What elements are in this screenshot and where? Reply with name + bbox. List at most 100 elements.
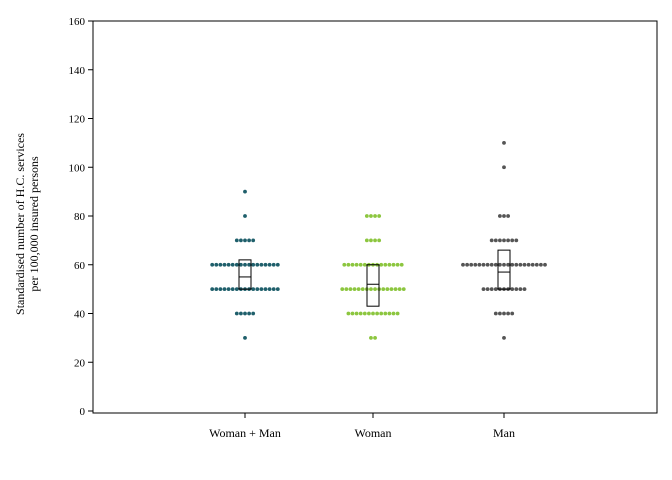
data-point [275, 287, 280, 292]
data-point [502, 262, 506, 267]
data-marks [210, 140, 547, 340]
data-point [395, 311, 400, 316]
data-point [234, 287, 239, 292]
data-point [383, 311, 388, 316]
data-point [493, 311, 498, 316]
data-point [239, 238, 243, 243]
data-point [373, 335, 377, 340]
data-point [275, 262, 280, 267]
data-point [226, 287, 231, 292]
data-point [377, 214, 382, 218]
iqr-box [366, 264, 380, 307]
x-category-label: Woman [354, 426, 391, 440]
x-axis: Woman + Man Woman Man [209, 413, 515, 440]
data-point [502, 140, 506, 145]
data-point [481, 262, 486, 267]
data-point [364, 238, 369, 243]
y-tick-label: 120 [69, 114, 86, 126]
data-point [489, 287, 494, 292]
data-point [251, 238, 256, 243]
data-point [534, 262, 539, 267]
data-point [255, 262, 260, 267]
data-point [469, 262, 474, 267]
x-category-label: Man [493, 426, 515, 440]
y-tick-label: 40 [74, 309, 86, 321]
data-point [502, 238, 506, 243]
data-point [493, 262, 498, 267]
y-tick-label: 60 [74, 260, 86, 272]
series-group [340, 214, 406, 340]
data-point [522, 262, 527, 267]
data-point [230, 262, 235, 267]
data-point [373, 287, 377, 292]
data-point [222, 287, 227, 292]
data-point [239, 311, 243, 316]
data-point [360, 287, 365, 292]
data-point [373, 214, 377, 218]
data-point [259, 287, 264, 292]
data-point [271, 287, 276, 292]
data-point [514, 287, 519, 292]
data-point [510, 311, 515, 316]
data-point [502, 311, 506, 316]
data-point [522, 287, 527, 292]
data-point [518, 287, 523, 292]
data-point [510, 287, 515, 292]
data-point [243, 238, 247, 243]
data-point [243, 214, 247, 218]
data-point [373, 238, 377, 243]
data-point [369, 214, 373, 218]
data-point [498, 311, 502, 316]
data-point [247, 311, 252, 316]
data-point [247, 238, 252, 243]
data-point [379, 262, 384, 267]
data-point [354, 311, 359, 316]
data-point [263, 262, 268, 267]
data-point [350, 262, 355, 267]
y-tick-label: 0 [80, 406, 86, 418]
y-tick-label: 80 [74, 211, 86, 223]
iqr-box [238, 259, 252, 290]
data-point [383, 262, 388, 267]
data-point [473, 262, 478, 267]
data-point [243, 189, 247, 194]
data-point [498, 238, 502, 243]
y-tick-label: 100 [69, 162, 86, 174]
data-point [387, 262, 392, 267]
data-point [543, 262, 547, 267]
data-point [506, 262, 510, 267]
data-point [346, 311, 351, 316]
x-category-label: Woman + Man [209, 426, 281, 440]
data-point [340, 287, 345, 292]
data-point [510, 238, 515, 243]
data-point [377, 238, 382, 243]
data-point [381, 287, 386, 292]
data-point [251, 311, 256, 316]
data-point [369, 238, 373, 243]
y-tick-label: 160 [69, 16, 86, 28]
data-point [362, 262, 367, 267]
data-point [506, 214, 510, 218]
data-point [352, 287, 357, 292]
data-point [393, 287, 398, 292]
data-point [530, 262, 535, 267]
data-point [477, 262, 482, 267]
data-point [493, 287, 498, 292]
data-point [510, 262, 515, 267]
data-point [354, 262, 359, 267]
data-point [214, 287, 219, 292]
y-tick-label: 20 [74, 357, 86, 369]
data-point [526, 262, 531, 267]
data-point [489, 262, 494, 267]
data-point [356, 287, 361, 292]
data-point [498, 214, 502, 218]
data-point [539, 262, 543, 267]
data-point [234, 262, 239, 267]
data-point [247, 262, 252, 267]
data-point [506, 238, 510, 243]
data-point [346, 262, 351, 267]
data-point [385, 287, 390, 292]
data-point [489, 238, 494, 243]
data-point [502, 165, 506, 170]
